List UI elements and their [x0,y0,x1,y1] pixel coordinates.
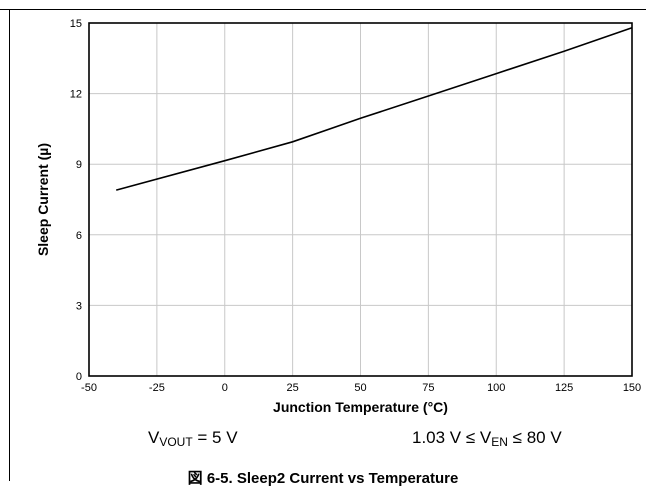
x-tick-label: 100 [487,382,505,394]
x-tick-label: -50 [81,382,97,394]
vout-condition: VVOUT = 5 V [148,428,238,449]
x-tick-label: 150 [623,382,641,394]
left-border-line [9,9,10,481]
x-tick-label: 50 [354,382,366,394]
x-tick-label: 75 [422,382,434,394]
x-tick-label: 0 [222,382,228,394]
y-tick-label: 3 [76,300,82,312]
x-axis-label: Junction Temperature (°C) [273,399,448,415]
x-tick-label: 125 [555,382,573,394]
y-tick-label: 12 [70,89,82,101]
sleep-current-chart: -50 -25 0 25 50 75 100 125 150 0 3 6 9 12 15 Junction … [35,18,641,415]
ven-range: ≤ 80 V [507,428,562,447]
y-axis-label: Sleep Current (µ) [35,143,51,256]
sleep-current-series-line [115,26,633,191]
tick-labels: -50 -25 0 25 50 75 100 125 150 0 3 6 9 12 15 [70,18,641,394]
y-tick-label: 0 [76,371,82,383]
x-tick-label: 25 [287,382,299,394]
top-border-line [0,9,646,10]
y-tick-label: 9 [76,159,82,171]
y-tick-label: 15 [70,18,82,30]
y-tick-label: 6 [76,230,82,242]
ven-subscript: EN [491,435,508,449]
plot-area-border [88,22,633,377]
figure-caption: 図 6-5. Sleep2 Current vs Temperature [187,470,459,487]
ven-condition: 1.03 V ≤ VEN ≤ 80 V [412,428,562,449]
vout-var: V [148,428,160,447]
vout-value: = 5 V [192,428,238,447]
ven-prefix: 1.03 V ≤ V [412,428,492,447]
grid-lines [88,22,633,377]
x-tick-label: -25 [149,382,165,394]
vout-subscript: VOUT [159,435,193,449]
